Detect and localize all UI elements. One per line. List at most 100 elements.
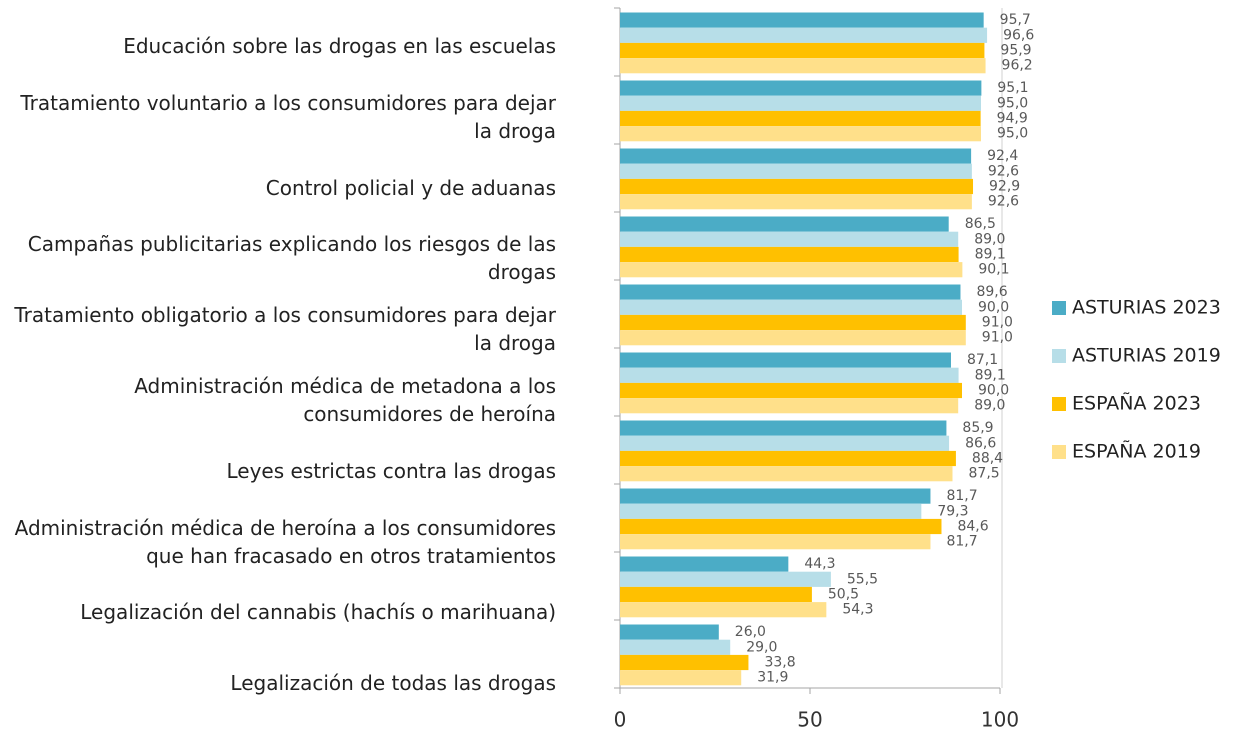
bar: [620, 194, 972, 210]
value-label: 95,0: [997, 126, 1028, 142]
bar: [620, 42, 985, 59]
value-label: 88,4: [972, 451, 1003, 467]
category-label: Tratamiento voluntario a los consumidore…: [20, 90, 556, 143]
bar: [620, 58, 986, 74]
bar: [620, 231, 959, 247]
value-label: 86,5: [965, 216, 996, 232]
legend-swatch: [1052, 301, 1066, 315]
bar: [620, 450, 956, 467]
legend-label: ESPAÑA 2019: [1072, 440, 1201, 463]
value-label: 85,9: [962, 420, 993, 436]
value-label: 44,3: [804, 556, 835, 572]
bar: [620, 382, 962, 399]
bar: [620, 148, 972, 164]
value-label: 92,6: [988, 163, 1019, 179]
value-label: 95,0: [997, 95, 1028, 111]
value-label: 95,1: [997, 80, 1028, 96]
value-label: 33,8: [764, 655, 795, 671]
value-label: 79,3: [937, 503, 968, 519]
bar: [620, 503, 922, 519]
value-label: 31,9: [757, 670, 788, 686]
value-label: 86,6: [965, 435, 996, 451]
legend-swatch: [1052, 349, 1066, 363]
bar: [620, 602, 827, 618]
bar: [620, 398, 959, 414]
legend-swatch: [1052, 397, 1066, 411]
category-label: Administración médica de heroína a los c…: [14, 515, 556, 568]
value-label: 91,0: [982, 315, 1013, 331]
value-label: 89,0: [974, 231, 1005, 247]
category-label: Control policial y de aduanas: [265, 175, 556, 200]
value-label: 90,0: [978, 383, 1009, 399]
value-label: 92,6: [988, 194, 1019, 210]
category-label: Tratamiento obligatorio a los consumidor…: [14, 303, 556, 356]
bar: [620, 110, 981, 127]
legend-label: ASTURIAS 2019: [1072, 345, 1221, 367]
bar: [620, 466, 953, 482]
bar: [620, 284, 961, 300]
value-label: 87,5: [969, 466, 1000, 482]
value-label: 90,0: [978, 299, 1009, 315]
category-label: Educación sobre las drogas en las escuel…: [123, 34, 556, 58]
value-label: 89,0: [974, 398, 1005, 414]
value-label: 81,7: [946, 534, 977, 550]
bar: [620, 556, 789, 572]
value-label: 81,7: [946, 488, 977, 504]
category-label: Campañas publicitarias explicando los ri…: [27, 232, 556, 285]
bar: [620, 178, 974, 195]
bar: [620, 534, 931, 550]
bar: [620, 654, 749, 671]
value-label: 92,4: [987, 148, 1018, 164]
bar: [620, 163, 972, 179]
x-tick-label: 0: [614, 708, 627, 732]
bar: [620, 435, 950, 451]
value-label: 87,1: [967, 352, 998, 368]
bar: [620, 126, 981, 142]
bar: [620, 299, 962, 315]
bar: [620, 352, 951, 368]
bar: [620, 624, 719, 640]
bar: [620, 518, 942, 535]
value-label: 91,0: [982, 330, 1013, 346]
value-label: 55,5: [847, 571, 878, 587]
value-label: 89,1: [975, 367, 1006, 383]
bar: [620, 488, 931, 504]
value-label: 84,6: [957, 519, 988, 535]
category-label: Administración médica de metadona a los …: [134, 374, 556, 426]
bar: [620, 95, 981, 111]
category-label: Leyes estrictas contra las drogas: [226, 458, 557, 483]
value-label: 96,6: [1003, 27, 1034, 43]
category-label: Legalización de todas las drogas: [230, 671, 556, 696]
value-label: 94,9: [997, 111, 1028, 127]
bar: [620, 246, 959, 263]
bar: [620, 639, 731, 655]
bar: [620, 216, 949, 232]
legend-swatch: [1052, 445, 1066, 459]
legend-label: ESPAÑA 2023: [1072, 392, 1201, 415]
value-label: 92,9: [989, 179, 1020, 195]
bar: [620, 80, 982, 96]
legend-label: ASTURIAS 2023: [1072, 297, 1221, 319]
x-tick-label: 100: [981, 708, 1019, 732]
value-label: 50,5: [828, 587, 859, 603]
value-label: 29,0: [746, 639, 777, 655]
value-label: 89,1: [975, 247, 1006, 263]
bar: [620, 262, 963, 278]
value-label: 95,9: [1000, 43, 1031, 59]
bar: [620, 367, 959, 383]
value-label: 26,0: [735, 624, 766, 640]
bar: [620, 314, 966, 331]
bar: [620, 586, 812, 603]
value-label: 89,6: [976, 284, 1007, 300]
bar: [620, 330, 966, 346]
value-label: 54,3: [842, 602, 873, 618]
bar: [620, 27, 988, 43]
value-label: 95,7: [1000, 12, 1031, 28]
x-tick-label: 50: [797, 708, 822, 732]
bar: [620, 420, 947, 436]
bar: [620, 12, 984, 28]
bar: [620, 571, 831, 587]
bar: [620, 670, 742, 686]
category-label: Legalización del cannabis (hachís o mari…: [80, 600, 556, 625]
